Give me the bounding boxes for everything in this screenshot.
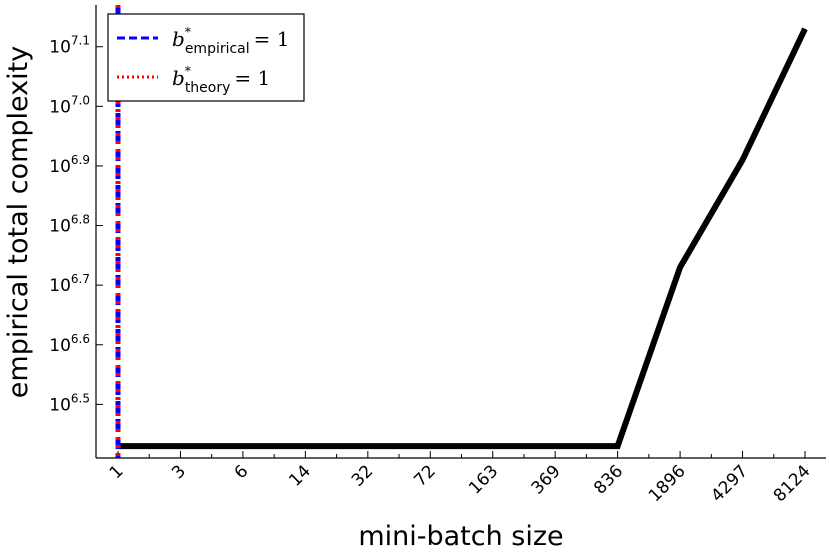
x-tick-label: 72 xyxy=(410,461,439,490)
legend-box xyxy=(107,13,305,102)
y-tick-label: 106.6 xyxy=(49,332,90,356)
x-tick-label: 163 xyxy=(465,461,502,498)
x-ticks: 1 3 6 14 32 72 163 369 836 1896 4297 8124 xyxy=(106,451,815,506)
legend-label-theory: b* theory = 1 xyxy=(172,64,270,96)
x-tick-label: 4297 xyxy=(707,461,752,506)
x-tick-label: 369 xyxy=(528,461,565,498)
y-ticks: 106.5 106.6 106.7 106.8 106.9 107.0 107.1 xyxy=(49,34,103,415)
x-tick-label: 3 xyxy=(168,461,190,483)
y-tick-label: 107.0 xyxy=(49,93,90,117)
legend-empirical-eq: = 1 xyxy=(254,27,290,51)
x-tick-label: 1 xyxy=(106,461,128,483)
legend-empirical-b: b xyxy=(172,27,185,51)
x-tick-label: 1896 xyxy=(645,461,690,506)
legend-theory-sub: theory xyxy=(185,80,231,96)
series-line xyxy=(118,27,808,450)
y-tick-label: 107.1 xyxy=(49,34,90,58)
y-axis-title: empirical total complexity xyxy=(3,46,34,398)
x-tick-label: 6 xyxy=(231,461,253,483)
legend-empirical-star: * xyxy=(185,25,191,39)
y-tick-label: 106.7 xyxy=(49,272,90,296)
x-tick-label: 8124 xyxy=(770,461,815,506)
y-tick-label: 106.8 xyxy=(49,213,90,237)
x-tick-label: 14 xyxy=(285,461,314,490)
y-tick-label: 106.9 xyxy=(49,153,90,177)
legend-label-empirical: b* empirical = 1 xyxy=(172,25,290,57)
x-tick-label: 836 xyxy=(590,461,627,498)
x-tick-label: 32 xyxy=(348,461,377,490)
legend: b* empirical = 1 b* theory = 1 xyxy=(107,13,305,102)
x-axis-title: mini-batch size xyxy=(358,521,563,552)
legend-theory-eq: = 1 xyxy=(234,66,270,90)
legend-empirical-sub: empirical xyxy=(185,41,250,57)
y-tick-label: 106.5 xyxy=(49,391,90,415)
legend-theory-b: b xyxy=(172,66,185,90)
legend-theory-star: * xyxy=(185,64,191,78)
